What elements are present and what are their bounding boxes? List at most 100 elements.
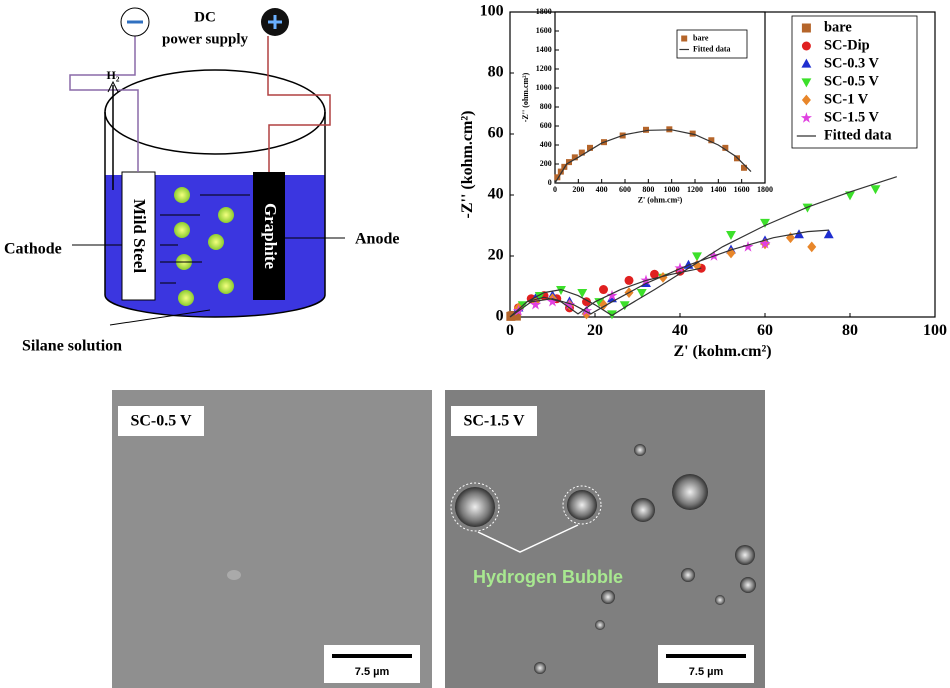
legend: bare SC-Dip SC-0.3 V SC-0.5 V SC-1 V SC-1.5 V… (791, 15, 918, 149)
x-tick-label: 600 (619, 185, 631, 194)
x-tick-label: 80 (842, 322, 858, 339)
y-tick-label: 1800 (536, 7, 552, 16)
x-tick-label: 100 (923, 322, 947, 339)
highlight (450, 482, 500, 532)
x-axis-label: Z' (ohm.cm²) (638, 195, 683, 204)
y-tick-label: 0 (496, 308, 504, 325)
legend-label: SC-1 V (824, 91, 869, 107)
data-point (760, 218, 770, 228)
label-box (118, 406, 204, 436)
legend-label: SC-Dip (824, 37, 870, 53)
data-point (823, 229, 834, 239)
legend-label: SC-1.5 V (824, 109, 880, 125)
legend-label: SC-0.5 V (824, 73, 880, 89)
sem-image (445, 390, 765, 688)
data-point (546, 295, 559, 307)
bubbles (455, 444, 756, 674)
data-point (722, 144, 729, 151)
annotation: Hydrogen Bubble (473, 567, 623, 587)
x-tick-label: 0 (553, 185, 557, 194)
y-tick-label: 0 (548, 178, 552, 187)
legend-label: Fitted data (693, 44, 731, 53)
y-tick-label: 200 (540, 159, 552, 168)
y-tick-label: 80 (488, 64, 504, 81)
pointer (109, 309, 211, 326)
scale-box (324, 645, 420, 683)
data-point (599, 285, 608, 295)
annotation-arrows (477, 524, 579, 553)
data-point (534, 292, 545, 302)
micrograph: SC-0.5 V 7.5 µm (112, 390, 432, 688)
plot-area (554, 11, 766, 184)
x-tick-label: 800 (642, 185, 654, 194)
x-tick-label: 20 (587, 322, 603, 339)
legend-label: bare (693, 33, 709, 42)
data-point (529, 298, 542, 310)
y-tick-label: 800 (540, 102, 552, 111)
data-point (726, 231, 736, 241)
fit-line (509, 176, 897, 318)
legend-swatch (681, 35, 688, 42)
scale-box (658, 645, 754, 683)
x-tick-label: 200 (572, 185, 584, 194)
anode-label: Anode (355, 231, 399, 248)
y-tick-label: 1200 (536, 64, 552, 73)
legend-label: Fitted data (824, 127, 892, 143)
legend-swatch (801, 23, 811, 33)
silane-particles (174, 187, 234, 306)
micrograph-label: SC-0.5 V (130, 413, 191, 430)
data-point (563, 298, 576, 310)
anode-electrode (253, 172, 285, 300)
legend-swatch (801, 58, 812, 68)
data-point (742, 241, 754, 252)
x-axis-label: Z' (kohm.cm²) (673, 343, 771, 360)
data-point (845, 191, 855, 201)
beaker (104, 112, 326, 318)
micrograph-label: SC-1.5 V (463, 413, 524, 430)
micrograph: SC-1.5 V Hydrogen Bubble 7.5 µm (445, 390, 765, 688)
y-tick-label: 20 (488, 247, 504, 264)
y-tick-label: 600 (540, 121, 552, 130)
y-tick-label: 1600 (536, 26, 552, 35)
x-tick-label: 1200 (687, 185, 703, 194)
x-tick-label: 400 (596, 185, 608, 194)
data-point (580, 305, 593, 316)
x-tick-label: 60 (757, 322, 773, 339)
feature (227, 570, 241, 580)
legend-label: bare (824, 19, 852, 35)
y-tick-label: 100 (480, 3, 504, 20)
solution-label: Silane solution (22, 338, 122, 355)
legend-swatch (801, 78, 812, 88)
legend-label: SC-0.3 V (824, 55, 880, 71)
x-tick-label: 1600 (734, 185, 750, 194)
x-tick-label: 1400 (710, 185, 726, 194)
y-tick-label: 40 (488, 186, 504, 203)
sem-image (112, 390, 432, 688)
scale-label: 7.5 µm (689, 666, 724, 678)
y-tick-label: 1400 (536, 45, 552, 54)
wire (69, 36, 139, 172)
x-tick-label: 0 (506, 322, 514, 339)
data-point (674, 262, 686, 273)
legend-box (676, 29, 748, 59)
highlight (562, 485, 602, 525)
cathode-electrode (121, 171, 156, 301)
data-point (636, 289, 647, 298)
data-point (556, 285, 566, 295)
data-point (759, 237, 771, 249)
supply-label: DC (194, 9, 216, 25)
data-point (794, 229, 804, 239)
data-point (650, 269, 659, 279)
data-point (807, 241, 817, 253)
x-tick-label: 1800 (757, 185, 773, 194)
legend-swatch (801, 94, 811, 106)
gas-label: H₂ (107, 68, 120, 82)
data-point (624, 275, 634, 285)
legend: bare Fitted data (676, 29, 748, 59)
legend-swatch (800, 112, 812, 123)
y-axis-label: -Z'' (kohm.cm²) (459, 111, 476, 219)
electrolysis-diagram: DC power supply H₂ Mild Steel Graphite C… (4, 7, 399, 355)
electrode-label: Mild Steel (130, 199, 149, 273)
migration-arrows (160, 194, 250, 284)
